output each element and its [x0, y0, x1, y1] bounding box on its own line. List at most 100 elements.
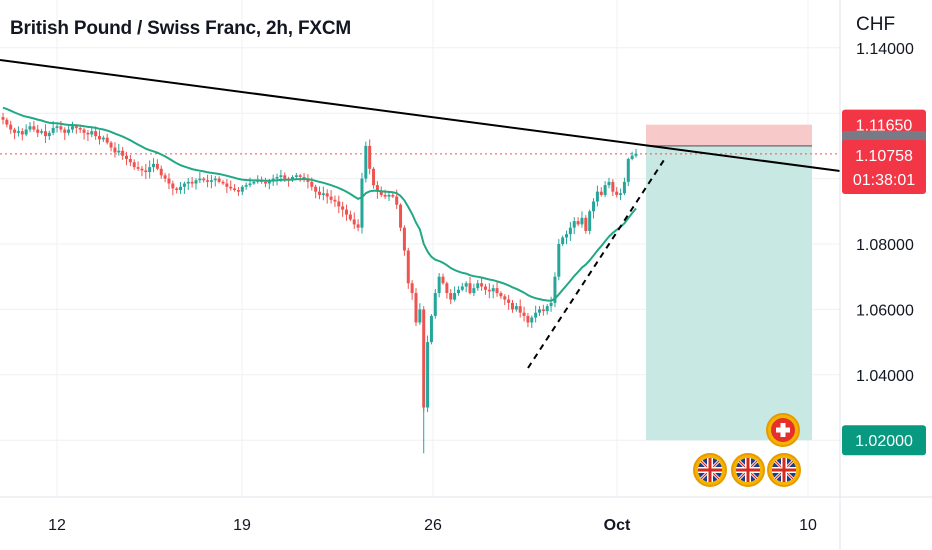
candle [634, 148, 638, 158]
candle [622, 177, 626, 196]
event-markers[interactable] [693, 413, 801, 487]
candle [333, 195, 337, 207]
candles [1, 112, 638, 454]
candle [595, 185, 599, 207]
candle [109, 141, 113, 152]
candle [364, 141, 368, 183]
candle [233, 184, 237, 192]
candle [186, 177, 190, 190]
candle [588, 209, 592, 235]
candle [117, 143, 121, 156]
candle [510, 299, 514, 313]
candle [433, 288, 437, 319]
candle [67, 125, 71, 136]
price-tick-label: 1.14000 [856, 41, 914, 58]
candle [530, 315, 534, 328]
candle [626, 157, 630, 187]
time-axis[interactable]: 12 19 26 Oct 10 [48, 517, 817, 534]
candle [144, 164, 148, 180]
candle [387, 192, 391, 201]
candle [449, 289, 453, 305]
moving-average-line [2, 106, 637, 302]
support-trendline[interactable] [527, 159, 665, 369]
candle [572, 217, 576, 235]
uk-flag-icon[interactable] [767, 453, 801, 487]
candle [248, 177, 252, 188]
candle [615, 187, 619, 198]
candle [159, 165, 163, 179]
candle [182, 181, 186, 194]
candle [163, 172, 167, 183]
candle [576, 217, 580, 227]
candle [125, 151, 129, 166]
candle [464, 281, 468, 293]
candle [13, 127, 17, 140]
candle [553, 272, 557, 308]
stop-loss-zone[interactable] [646, 124, 812, 146]
candle [402, 225, 406, 256]
price-tick-label: 1.08000 [856, 237, 914, 254]
price-tick-label: 1.04000 [856, 368, 914, 385]
candle [518, 299, 522, 318]
candle [217, 176, 221, 184]
uk-flag-icon[interactable] [693, 453, 727, 487]
candle [263, 177, 267, 188]
candle [236, 187, 240, 196]
candle [86, 130, 90, 141]
candle [406, 247, 410, 289]
currency-label: CHF [856, 14, 896, 35]
price-axis[interactable]: 1.14000 1.08000 1.06000 1.04000 [856, 41, 914, 385]
chart-title: British Pound / Swiss Franc, 2h, FXCM [10, 18, 351, 39]
candle [534, 305, 538, 323]
candle [526, 313, 530, 328]
take-profit-zone[interactable] [646, 145, 812, 441]
candle [5, 117, 9, 128]
candle [167, 173, 171, 190]
time-tick-label: 12 [48, 517, 66, 534]
uk-flag-icon[interactable] [731, 453, 765, 487]
candle [580, 211, 584, 228]
candle [499, 291, 503, 299]
candle [545, 304, 549, 315]
price-tag-value: 1.10758 [855, 148, 913, 165]
candle [437, 273, 441, 298]
candle [190, 177, 194, 188]
candle [47, 130, 51, 141]
candle [202, 177, 206, 183]
candle [483, 283, 487, 295]
candle [611, 179, 615, 197]
candle [503, 294, 507, 306]
candle [429, 314, 433, 345]
candle [113, 142, 117, 158]
candle [298, 173, 302, 182]
candle [522, 306, 526, 322]
candle [194, 178, 198, 190]
candle [70, 121, 74, 133]
resistance-trendline[interactable] [0, 59, 841, 172]
candle [445, 281, 449, 299]
candle [352, 212, 356, 229]
candle [630, 151, 634, 161]
candle [541, 304, 545, 316]
candle [607, 177, 611, 189]
candle [599, 187, 603, 197]
candle [213, 175, 217, 187]
candle [480, 277, 484, 291]
candle [418, 303, 422, 325]
swiss-flag-icon[interactable] [766, 413, 800, 447]
candle [9, 120, 13, 134]
candle [561, 235, 565, 247]
candle [557, 239, 561, 281]
candle [456, 286, 460, 296]
candle [240, 185, 244, 196]
price-tag: 1.02000 [842, 425, 926, 456]
candle [495, 282, 499, 297]
candle [565, 230, 569, 245]
candle [507, 294, 511, 310]
candle [325, 189, 329, 204]
candle [148, 160, 152, 179]
price-tick-label: 1.06000 [856, 302, 914, 319]
candle [63, 127, 67, 140]
